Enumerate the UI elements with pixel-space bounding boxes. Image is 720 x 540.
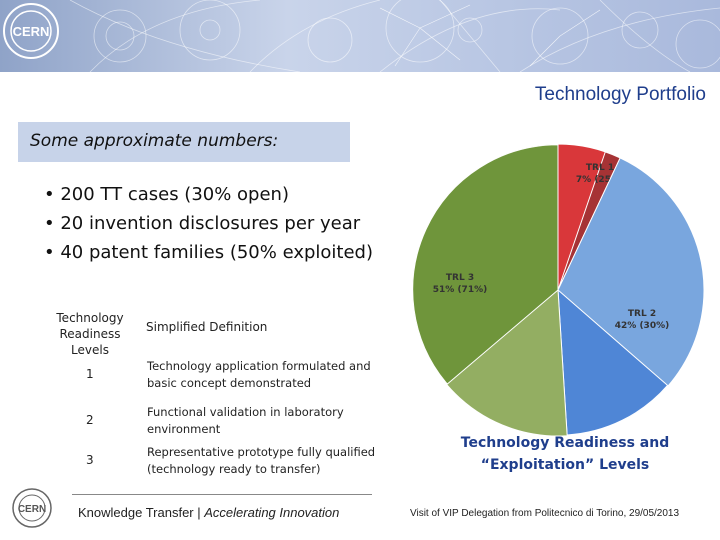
pie-value-label: 7% (25%) bbox=[576, 175, 624, 185]
trl-level: 3 bbox=[86, 453, 94, 467]
pie-label: TRL 2 bbox=[628, 309, 656, 319]
footer-event: Visit of VIP Delegation from Politecnico… bbox=[410, 508, 680, 519]
chart-caption-line: Technology Readiness and bbox=[460, 435, 670, 451]
pie-value-label: 42% (30%) bbox=[615, 321, 669, 331]
trl-definition: Technology application formulated and ba… bbox=[147, 359, 371, 390]
callout-text: Some approximate numbers: bbox=[30, 131, 279, 151]
pie-value-label: 51% (71%) bbox=[433, 285, 487, 295]
footer-tagline-main: Knowledge Transfer | bbox=[78, 505, 205, 520]
footer-tagline-italic: Accelerating Innovation bbox=[204, 505, 340, 520]
chart-caption: Technology Readiness and “Exploitation” … bbox=[440, 432, 690, 476]
footer-divider bbox=[72, 494, 372, 495]
trl-pie-chart: TRL 1 7% (25%) TRL 2 42% (30%) TRL 3 51% (71%… bbox=[411, 143, 705, 437]
trl-column-header-level: Technology Readiness Levels bbox=[56, 311, 124, 357]
footer-tagline: Knowledge Transfer | Accelerating Innova… bbox=[78, 505, 339, 520]
header-banner: CERN bbox=[0, 0, 720, 72]
trl-definition: Functional validation in laboratory envi… bbox=[147, 405, 344, 436]
particle-tracks-graphic bbox=[69, 0, 720, 72]
pie-exploited-trl-3 bbox=[412, 144, 559, 385]
logo-text: CERN bbox=[18, 504, 46, 515]
chart-caption-line: “Exploitation” Levels bbox=[480, 457, 650, 473]
trl-definition: Representative prototype fully qualified… bbox=[147, 445, 376, 476]
cern-logo-footer: CERN bbox=[12, 488, 52, 528]
bullet-list: 200 TT cases (30% open) 20 invention dis… bbox=[44, 180, 373, 267]
numbers-callout: Some approximate numbers: bbox=[18, 122, 350, 162]
bullet-item: 40 patent families (50% exploited) bbox=[44, 238, 373, 267]
trl-level: 1 bbox=[86, 367, 94, 381]
bullet-item: 200 TT cases (30% open) bbox=[44, 180, 373, 209]
pie-exploited-trl-2 bbox=[557, 288, 669, 436]
cern-logo: CERN bbox=[3, 3, 59, 59]
pie-label: TRL 1 bbox=[586, 163, 614, 173]
trl-level: 2 bbox=[86, 413, 94, 427]
bullet-item: 20 invention disclosures per year bbox=[44, 209, 373, 238]
pie-label: TRL 3 bbox=[446, 273, 474, 283]
slide-title: Technology Portfolio bbox=[534, 84, 706, 105]
logo-text: CERN bbox=[13, 24, 50, 39]
trl-column-header-definition: Simplified Definition bbox=[146, 320, 268, 334]
